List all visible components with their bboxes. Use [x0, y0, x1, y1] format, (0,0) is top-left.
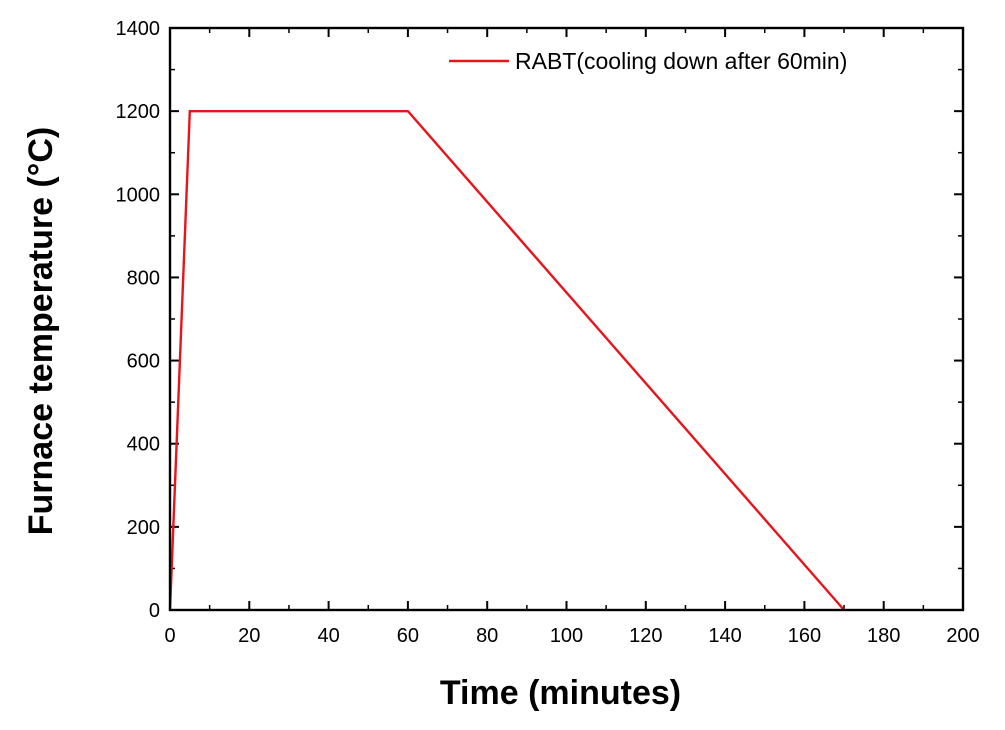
x-tick-label: 180: [867, 625, 900, 647]
tick-labels-layer: 0 20 40 60 80 100 120 140 160 180 200 0 200 400 600 800…: [116, 18, 980, 647]
y-tick-label: 1200: [116, 101, 161, 123]
x-tick-label: 160: [788, 625, 821, 647]
series-layer: [168, 109, 845, 611]
ticks-layer: [169, 27, 964, 611]
legend-label: RABT(cooling down after 60min): [515, 48, 847, 74]
x-tick-label: 200: [946, 625, 979, 647]
series-line: [168, 109, 845, 611]
x-tick-label: 80: [476, 625, 498, 647]
legend: RABT(cooling down after 60min): [449, 48, 847, 74]
x-tick-label: 140: [708, 625, 741, 647]
x-axis-title: Time (minutes): [440, 674, 681, 712]
x-tick-label: 120: [629, 625, 662, 647]
y-tick-label: 1000: [116, 184, 161, 206]
plot-frame: [168, 26, 965, 612]
x-tick-label: 100: [550, 625, 583, 647]
y-tick-label: 800: [127, 267, 160, 289]
x-tick-label: 20: [238, 625, 260, 647]
y-tick-label: 600: [127, 351, 160, 373]
y-tick-label: 200: [127, 517, 160, 539]
y-tick-label: 1400: [116, 18, 161, 40]
y-axis-title: Furnace temperature (°C): [22, 127, 60, 535]
x-tick-label: 60: [397, 625, 419, 647]
y-tick-label: 0: [149, 600, 160, 622]
x-tick-label: 0: [164, 625, 175, 647]
x-tick-label: 40: [317, 625, 339, 647]
y-tick-label: 400: [127, 434, 160, 456]
